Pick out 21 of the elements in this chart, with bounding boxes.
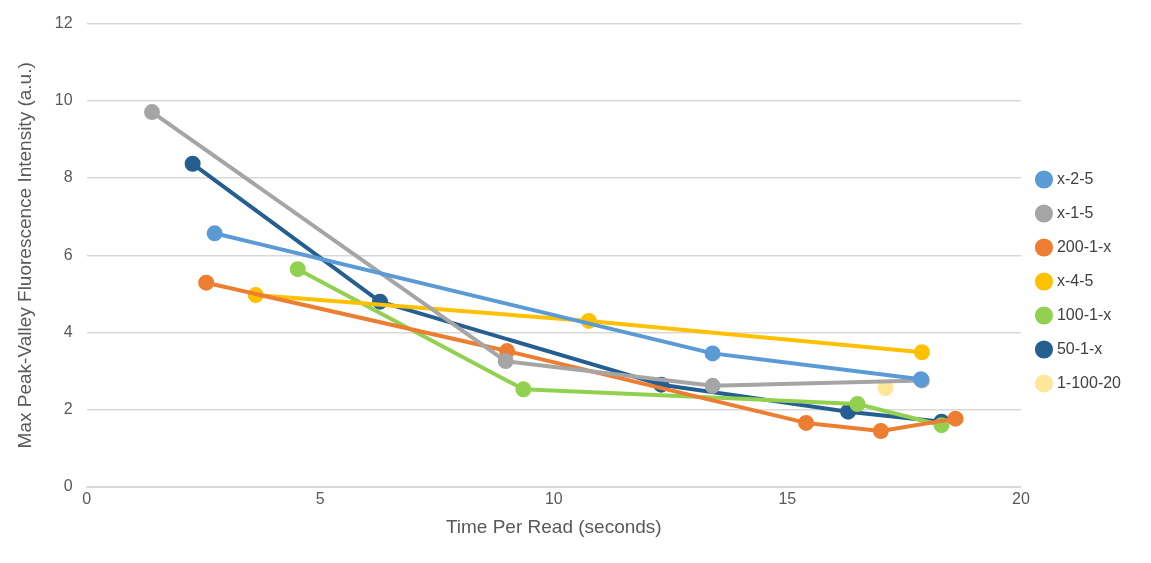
y-tick-label: 8: [63, 168, 73, 186]
legend-label: 50-1-x: [1056, 339, 1103, 357]
y-axis-title: Max Peak-Valley Fluorescence Intensity (a.u.): [13, 62, 35, 449]
x-tick-label: 0: [82, 490, 92, 508]
y-tick-label: 10: [54, 91, 73, 109]
y-tick-label: 4: [63, 322, 73, 340]
legend-label: x-2-5: [1056, 169, 1094, 187]
y-tick-label: 6: [63, 245, 73, 263]
legend-label: 1-100-20: [1056, 373, 1122, 391]
y-tick-label: 12: [54, 14, 73, 32]
y-tick-label: 2: [63, 400, 73, 418]
legend-label: 200-1-x: [1056, 237, 1112, 255]
legend-label: x-4-5: [1056, 271, 1094, 289]
legend-label: x-1-5: [1056, 203, 1094, 221]
x-axis-title: Time Per Read (seconds): [445, 515, 662, 537]
legend-label: 100-1-x: [1056, 305, 1112, 323]
x-tick-label: 20: [1012, 490, 1030, 508]
x-tick-label: 10: [544, 490, 563, 508]
x-tick-label: 5: [315, 490, 325, 508]
x-tick-label: 15: [778, 490, 797, 508]
y-tick-label: 0: [63, 477, 73, 495]
